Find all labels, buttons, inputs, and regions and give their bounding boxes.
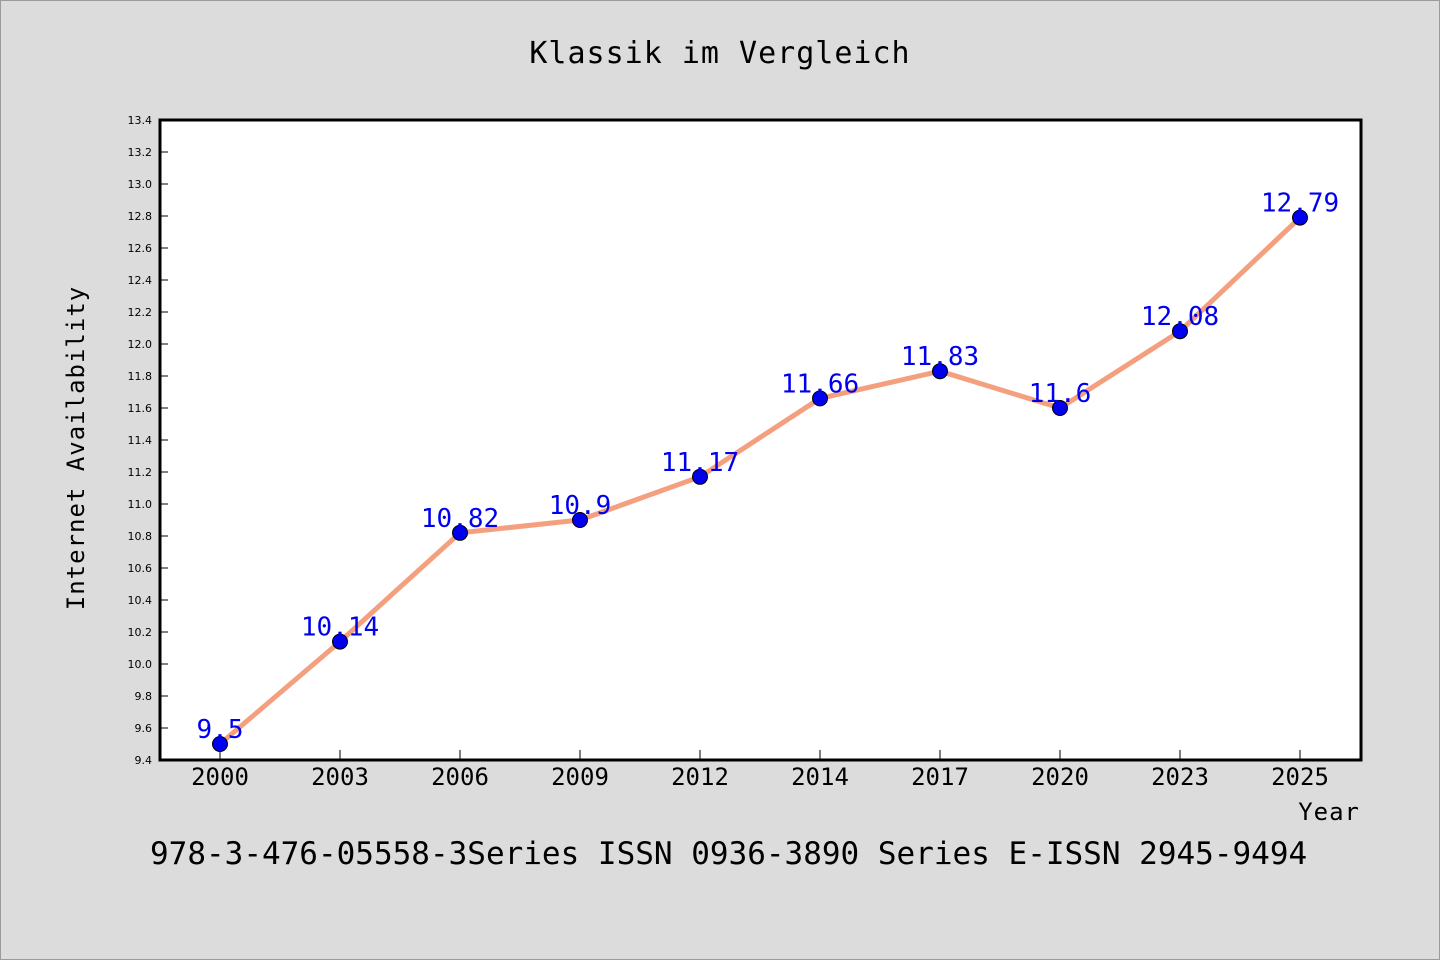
y-tick-label: 11.8 — [128, 370, 153, 383]
y-tick-label: 11.2 — [128, 466, 153, 479]
data-point-marker — [1052, 400, 1068, 416]
series-line — [217, 215, 1303, 747]
y-tick-label: 12.8 — [128, 210, 153, 223]
data-point-marker — [212, 736, 228, 752]
y-tick-label: 10.2 — [128, 626, 153, 639]
x-tick-label: 2017 — [911, 763, 969, 791]
data-label: 10.14 — [301, 613, 379, 643]
data-point-marker — [452, 524, 468, 541]
y-tick-label: 10.0 — [128, 658, 153, 671]
data-label: 11.66 — [781, 369, 859, 399]
y-tick-label: 13.0 — [128, 178, 153, 191]
data-label: 9.5 — [197, 715, 244, 745]
y-tick-label: 10.6 — [128, 562, 153, 575]
y-tick-label: 12.6 — [128, 242, 153, 255]
data-point-marker — [572, 512, 588, 528]
x-tick-label: 2025 — [1271, 763, 1329, 791]
x-tick-label: 2009 — [551, 763, 609, 791]
y-tick-label: 12.2 — [128, 306, 153, 319]
x-tick-label: 2000 — [191, 763, 249, 791]
data-point-marker — [692, 468, 708, 485]
y-tick-label: 11.4 — [128, 434, 153, 447]
data-point-marker — [1292, 209, 1308, 226]
y-tick-label: 10.8 — [128, 530, 153, 543]
data-point-marker — [1172, 323, 1188, 340]
footer-isbn-text: 978-3-476-05558-3Series ISSN 0936-3890 S… — [150, 836, 1307, 872]
data-label: 11.6 — [1029, 379, 1092, 409]
x-axis-label: Year — [1298, 798, 1360, 826]
y-tick-label: 9.8 — [135, 690, 153, 703]
data-point-marker — [812, 390, 828, 407]
data-label: 10.82 — [421, 504, 499, 534]
data-label: 12.08 — [1141, 302, 1219, 332]
x-tick-label: 2020 — [1031, 763, 1089, 791]
chart-title: Klassik im Vergleich — [529, 36, 910, 71]
data-label: 11.17 — [661, 448, 739, 478]
y-axis-ticks: 9.4 9.6 9.8 10.0 10.2 10.4 10.6 10.8 11.0 11.2 11.… — [128, 114, 168, 767]
y-tick-label: 9.4 — [135, 754, 153, 767]
x-tick-label: 2023 — [1151, 763, 1209, 791]
y-tick-label: 10.4 — [128, 594, 153, 607]
x-axis-ticks: 2000 2003 2006 2009 2012 2014 2017 2020 2023 2025 — [191, 750, 1329, 791]
x-tick-label: 2014 — [791, 763, 849, 791]
data-point-marker — [332, 633, 348, 650]
y-axis-label: Internet Availability — [62, 286, 90, 610]
series-layer: 9.5 10.14 10.82 10.9 11.17 11.66 11.83 11.6 12.0… — [197, 189, 1339, 752]
plot-area — [158, 118, 1363, 762]
y-tick-label: 9.6 — [135, 722, 153, 735]
y-tick-label: 12.0 — [128, 338, 153, 351]
y-tick-label: 11.0 — [128, 498, 153, 511]
data-label: 10.9 — [549, 491, 612, 521]
y-tick-label: 11.6 — [128, 402, 153, 415]
x-tick-label: 2006 — [431, 763, 489, 791]
y-tick-label: 13.4 — [128, 114, 153, 127]
y-tick-label: 13.2 — [128, 146, 153, 159]
y-tick-label: 12.4 — [128, 274, 153, 287]
data-label: 12.79 — [1261, 189, 1339, 219]
x-tick-label: 2012 — [671, 763, 729, 791]
data-point-marker — [932, 363, 948, 380]
x-tick-label: 2003 — [311, 763, 369, 791]
data-label: 11.83 — [901, 342, 979, 372]
